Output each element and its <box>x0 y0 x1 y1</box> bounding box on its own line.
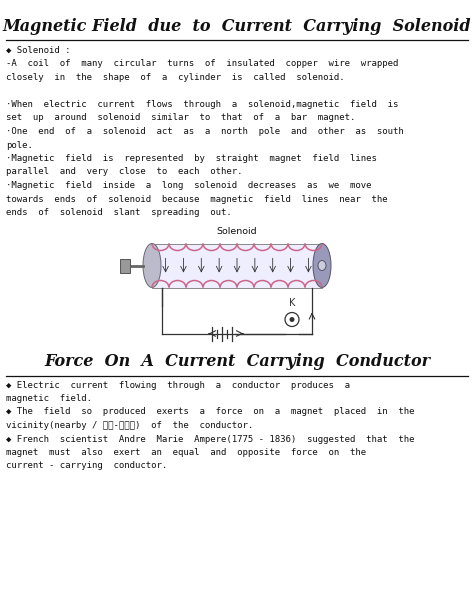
Text: ◆ Electric  current  flowing  through  a  conductor  produces  a: ◆ Electric current flowing through a con… <box>6 381 350 389</box>
Text: Solenoid: Solenoid <box>217 228 257 236</box>
Text: ◆ French  scientist  Andre  Marie  Ampere(1775 - 1836)  suggested  that  the: ◆ French scientist Andre Marie Ampere(17… <box>6 435 414 444</box>
Text: ·Magnetic  field  is  represented  by  straight  magnet  field  lines: ·Magnetic field is represented by straig… <box>6 154 377 163</box>
Text: current - carrying  conductor.: current - carrying conductor. <box>6 461 167 471</box>
Text: ◆ The  field  so  produced  exerts  a  force  on  a  magnet  placed  in  the: ◆ The field so produced exerts a force o… <box>6 408 414 417</box>
Text: ·One  end  of  a  solenoid  act  as  a  north  pole  and  other  as  south: ·One end of a solenoid act as a north po… <box>6 127 404 136</box>
Text: ends  of  solenoid  slant  spreading  out.: ends of solenoid slant spreading out. <box>6 208 232 217</box>
Circle shape <box>290 317 294 322</box>
Text: closely  in  the  shape  of  a  cylinder  is  called  solenoid.: closely in the shape of a cylinder is ca… <box>6 73 345 82</box>
Text: Magnetic Field  due  to  Current  Carrying  Solenoid: Magnetic Field due to Current Carrying S… <box>3 18 471 35</box>
Text: pole.: pole. <box>6 141 33 149</box>
Bar <box>120 258 130 272</box>
Text: set  up  around  solenoid  similar  to  that  of  a  bar  magnet.: set up around solenoid similar to that o… <box>6 113 356 122</box>
Text: vicinity(nearby / आस-पास)  of  the  conductor.: vicinity(nearby / आस-पास) of the conduct… <box>6 421 253 430</box>
Text: magnet  must  also  exert  an  equal  and  opposite  force  on  the: magnet must also exert an equal and oppo… <box>6 448 366 457</box>
Circle shape <box>285 313 299 326</box>
Text: ◆ Solenoid :: ◆ Solenoid : <box>6 46 71 55</box>
Text: ·Magnetic  field  inside  a  long  solenoid  decreases  as  we  move: ·Magnetic field inside a long solenoid d… <box>6 181 372 190</box>
Bar <box>152 244 322 288</box>
Ellipse shape <box>143 244 161 288</box>
Text: K: K <box>289 297 295 307</box>
Text: towards  ends  of  solenoid  because  magnetic  field  lines  near  the: towards ends of solenoid because magneti… <box>6 195 388 204</box>
Text: -A  coil  of  many  circular  turns  of  insulated  copper  wire  wrapped: -A coil of many circular turns of insula… <box>6 59 398 69</box>
Ellipse shape <box>318 261 326 271</box>
Text: Force  On  A  Current  Carrying  Conductor: Force On A Current Carrying Conductor <box>44 354 430 370</box>
Text: ·When  electric  current  flows  through  a  solenoid,magnetic  field  is: ·When electric current flows through a s… <box>6 100 398 109</box>
Text: parallel  and  very  close  to  each  other.: parallel and very close to each other. <box>6 168 243 176</box>
Ellipse shape <box>313 244 331 288</box>
Text: magnetic  field.: magnetic field. <box>6 394 92 403</box>
